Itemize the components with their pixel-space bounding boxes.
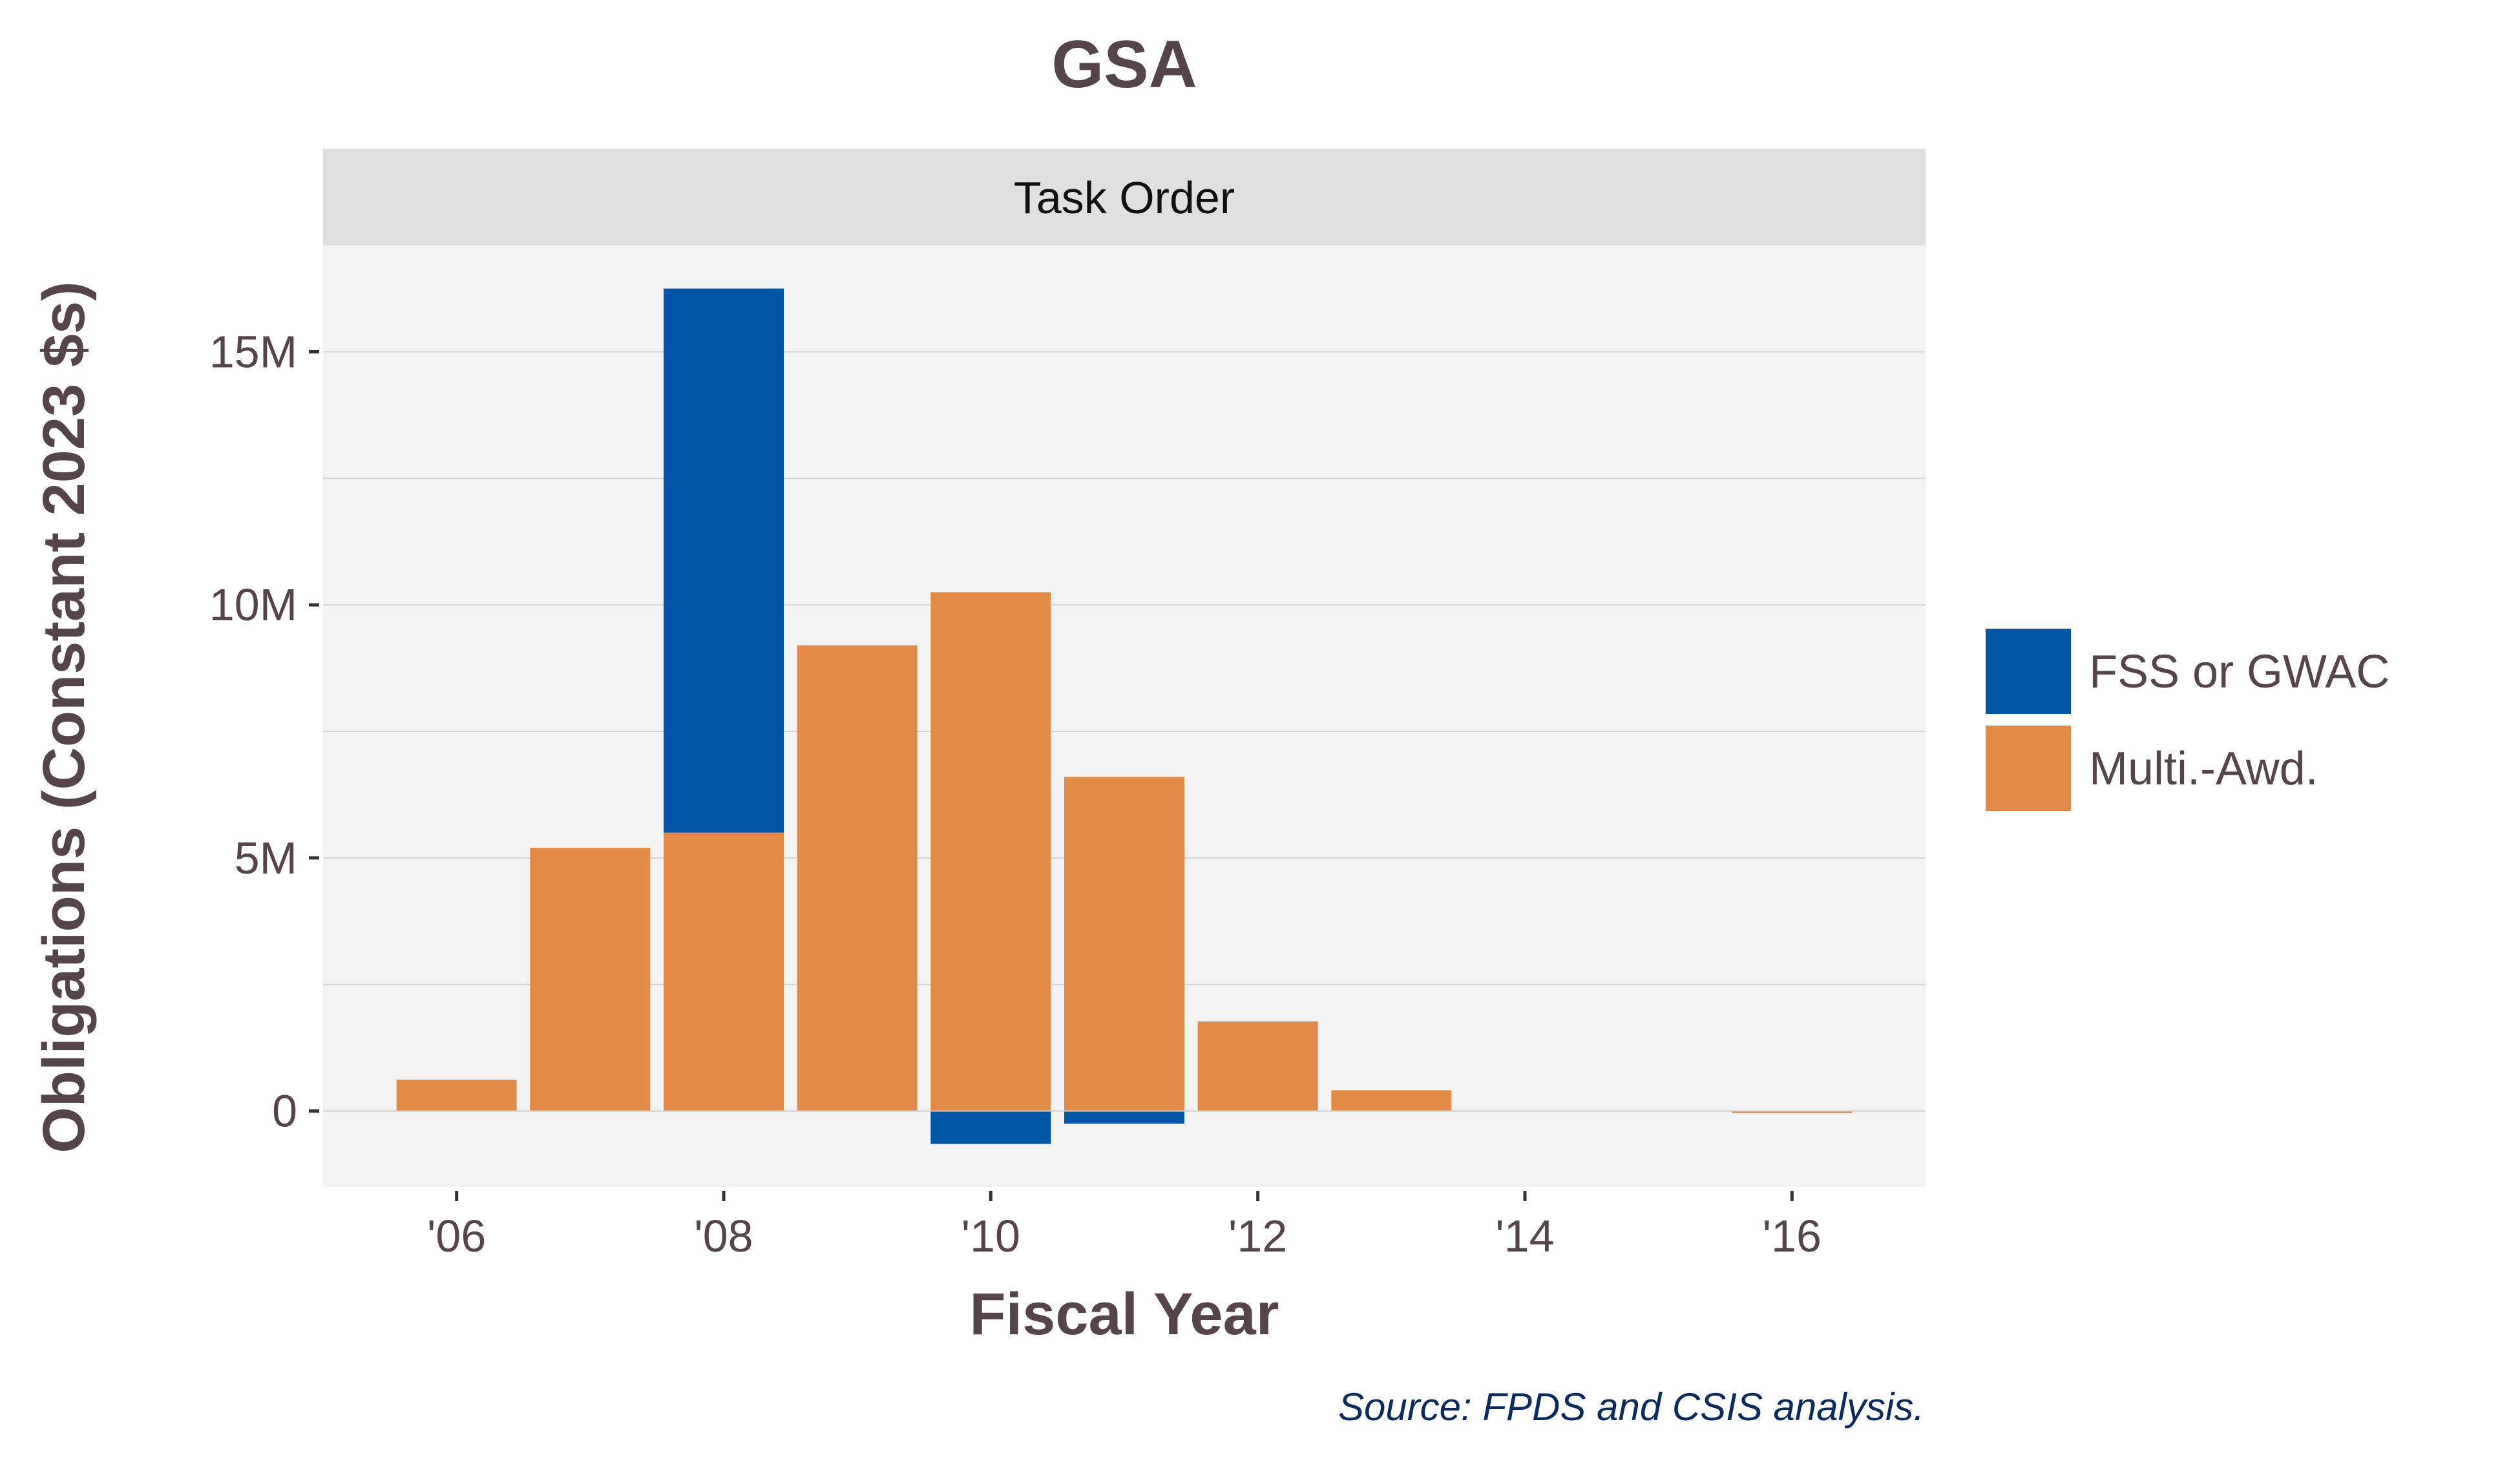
- bar-multi-awd-2010: [930, 592, 1051, 1111]
- bar-fss-or-gwac-2008: [664, 288, 784, 833]
- legend: FSS or GWAC Multi.-Awd.: [1982, 625, 2389, 815]
- y-tick-label: 0: [272, 1086, 297, 1137]
- facet-strip: [323, 149, 1926, 246]
- chart-title: GSA: [1051, 27, 1197, 102]
- x-tick-label: '08: [694, 1211, 753, 1261]
- x-axis-title: Fiscal Year: [969, 1281, 1279, 1347]
- y-axis: 0 5M 10M 15M: [209, 327, 319, 1137]
- x-tick-label: '06: [427, 1211, 486, 1261]
- bar-multi-awd-2011: [1064, 777, 1184, 1111]
- bar-multi-awd-2007: [530, 848, 651, 1111]
- x-tick-label: '10: [961, 1211, 1020, 1261]
- legend-label: FSS or GWAC: [2089, 646, 2389, 698]
- y-tick-label: 15M: [209, 327, 297, 377]
- bar-fss-or-gwac-2011: [1064, 1111, 1184, 1124]
- bar-multi-awd-2012: [1197, 1021, 1318, 1111]
- bar-fss-or-gwac-2010: [930, 1111, 1051, 1144]
- x-axis: '06 '08 '10 '12 '14 '16: [427, 1191, 1822, 1261]
- bar-multi-awd-2016: [1732, 1111, 1853, 1113]
- y-axis-title: Obligations (Constant 2023 $s): [31, 281, 97, 1153]
- bar-multi-awd-2009: [797, 645, 918, 1111]
- bar-multi-awd-2008: [664, 832, 784, 1111]
- x-tick-label: '16: [1763, 1211, 1822, 1261]
- legend-key-multi-awd: [1982, 722, 2075, 815]
- legend-label: Multi.-Awd.: [2089, 743, 2318, 795]
- bar-multi-awd-2013: [1331, 1090, 1452, 1111]
- bars: [396, 288, 1853, 1144]
- bar-multi-awd-2006: [396, 1079, 517, 1111]
- facet-label: Task Order: [1014, 173, 1235, 223]
- x-tick-label: '12: [1228, 1211, 1287, 1261]
- y-tick-label: 10M: [209, 580, 297, 630]
- x-tick-label: '14: [1495, 1211, 1554, 1261]
- source-caption: Source: FPDS and CSIS analysis.: [1338, 1385, 1924, 1429]
- legend-key-fss-or-gwac: [1982, 625, 2075, 718]
- y-tick-label: 5M: [235, 833, 297, 883]
